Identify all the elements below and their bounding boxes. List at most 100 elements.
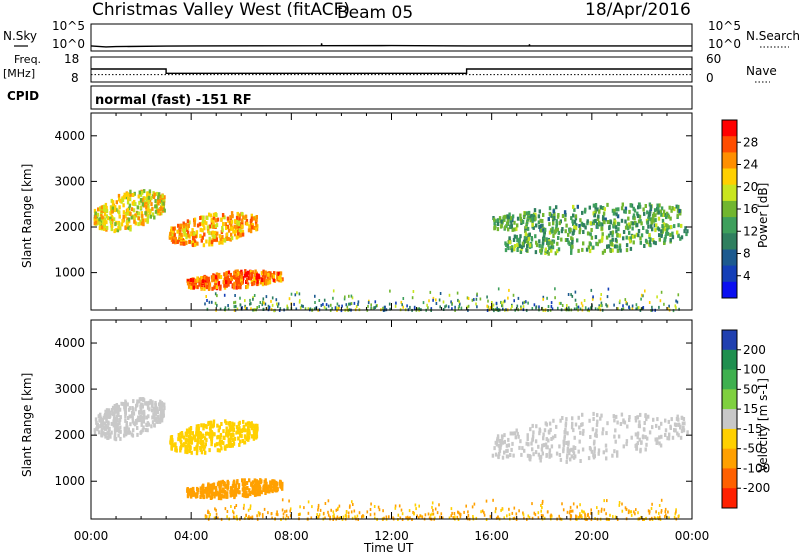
data-cell xyxy=(667,214,671,219)
data-cell xyxy=(552,418,555,423)
data-cell xyxy=(216,448,220,453)
data-cell xyxy=(508,236,511,241)
data-cell xyxy=(454,515,456,519)
data-cell xyxy=(205,276,208,281)
data-cell xyxy=(137,418,140,423)
data-cell xyxy=(216,423,219,428)
data-cell xyxy=(340,309,343,313)
data-cell xyxy=(577,248,580,253)
data-cell xyxy=(223,215,226,220)
data-cell xyxy=(206,225,210,230)
data-cell xyxy=(679,211,682,216)
data-cell xyxy=(147,195,151,200)
data-cell xyxy=(220,217,223,222)
data-cell xyxy=(624,298,627,302)
data-cell xyxy=(545,445,548,450)
data-cell xyxy=(181,238,184,243)
data-cell xyxy=(111,215,114,220)
data-cell xyxy=(629,239,632,244)
data-cell xyxy=(533,208,537,213)
data-cell xyxy=(214,488,218,493)
data-cell xyxy=(260,271,264,276)
data-cell xyxy=(611,208,615,213)
data-cell xyxy=(644,238,648,243)
data-cell xyxy=(467,304,470,308)
data-cell xyxy=(148,407,151,412)
data-cell xyxy=(656,437,659,442)
data-cell xyxy=(111,218,114,223)
data-cell xyxy=(289,514,292,518)
data-cell xyxy=(550,444,554,449)
data-cell xyxy=(661,218,665,223)
data-cell xyxy=(203,286,206,291)
data-cell xyxy=(631,221,635,226)
data-cell xyxy=(195,424,199,429)
data-cell xyxy=(323,305,326,309)
data-cell xyxy=(109,434,112,439)
data-cell xyxy=(571,509,574,513)
data-cell xyxy=(547,251,550,256)
data-cell xyxy=(252,297,254,301)
data-cell xyxy=(216,303,218,307)
data-cell xyxy=(599,304,602,308)
data-cell xyxy=(421,515,424,519)
data-cell xyxy=(369,508,372,511)
data-cell xyxy=(210,495,213,500)
data-cell xyxy=(233,230,237,234)
data-cell xyxy=(541,219,544,223)
data-cell xyxy=(662,209,666,214)
data-cell xyxy=(272,486,275,491)
data-cell xyxy=(239,303,242,307)
data-cell xyxy=(555,219,558,224)
data-cell xyxy=(271,479,275,484)
data-cell xyxy=(648,511,651,515)
data-cell xyxy=(325,307,328,311)
data-cell xyxy=(544,227,547,232)
data-cell xyxy=(223,482,226,486)
data-cell xyxy=(235,224,239,229)
data-cell xyxy=(185,428,189,433)
data-cell xyxy=(139,407,143,412)
data-cell xyxy=(554,434,557,439)
data-cell xyxy=(648,430,652,435)
data-cell xyxy=(182,224,186,229)
data-cell xyxy=(150,196,153,201)
data-cell xyxy=(222,222,225,226)
data-cell xyxy=(230,489,233,494)
data-cell xyxy=(551,435,555,440)
data-cell xyxy=(589,435,592,439)
data-cell xyxy=(663,241,666,245)
data-cell xyxy=(500,300,502,304)
data-cell xyxy=(644,204,647,208)
data-cell xyxy=(438,298,441,302)
data-cell xyxy=(158,402,161,407)
data-cell xyxy=(204,302,206,306)
data-cell xyxy=(281,508,284,512)
data-cell xyxy=(591,297,594,301)
data-cell xyxy=(538,305,540,309)
data-cell xyxy=(658,511,660,515)
data-cell xyxy=(625,508,628,511)
data-cell xyxy=(213,494,216,499)
data-cell xyxy=(664,418,667,423)
data-cell xyxy=(324,502,327,505)
data-cell xyxy=(678,514,680,518)
data-cell xyxy=(199,441,203,446)
data-cell xyxy=(211,275,214,280)
colorbar-swatch xyxy=(722,409,737,430)
data-cell xyxy=(607,244,611,249)
data-cell xyxy=(675,422,678,427)
data-cell xyxy=(124,226,127,230)
data-cell xyxy=(506,221,509,226)
data-cell xyxy=(639,447,642,452)
data-cell xyxy=(211,483,215,488)
data-cell xyxy=(526,226,530,231)
data-cell xyxy=(511,227,514,232)
data-cell xyxy=(269,486,272,491)
data-cell xyxy=(202,433,205,438)
data-cell xyxy=(628,305,630,309)
data-cell xyxy=(548,211,551,216)
data-cell xyxy=(147,414,150,419)
data-cell xyxy=(609,239,612,244)
data-cell xyxy=(637,205,640,210)
